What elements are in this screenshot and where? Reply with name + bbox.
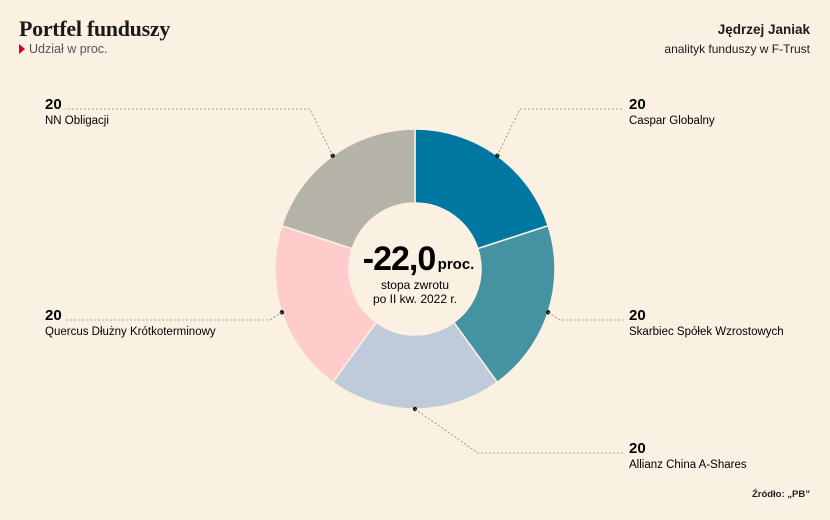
leader-line [65, 108, 334, 156]
leader-line [496, 108, 624, 156]
slice-name-label: Caspar Globalny [629, 115, 715, 127]
center-caption-line1: stopa zwrotu [381, 278, 449, 292]
leader-line [547, 311, 624, 321]
source-note: Źródło: „PB” [751, 489, 810, 500]
slice-value-label: 20 [45, 307, 62, 324]
slice-value-label: 20 [45, 96, 62, 113]
slice-name-label: Quercus Dłużny Krótkoterminowy [45, 326, 216, 338]
leader-line [414, 408, 624, 454]
slice-value-label: 20 [629, 96, 646, 113]
slice-value-label: 20 [629, 307, 646, 324]
slice-value-label: 20 [629, 440, 646, 457]
author-role: analityk funduszy w F-Trust [664, 42, 810, 56]
center-label: -22,0 proc. stopa zwrotu po II kw. 2022 … [363, 240, 475, 306]
leader-dot [495, 153, 500, 158]
chart-title: Portfel funduszy [19, 16, 171, 41]
author-block: Jędrzej Janiak analityk funduszy w F-Tru… [664, 22, 810, 56]
leader-lines [65, 108, 624, 454]
subtitle-text: Udział w proc. [29, 42, 108, 56]
center-caption-line2: po II kw. 2022 r. [373, 292, 457, 306]
slice-name-label: NN Obligacji [45, 115, 109, 127]
triangle-marker-icon [19, 44, 25, 54]
donut-hole [349, 203, 481, 335]
slice-name-label: Allianz China A-Shares [629, 459, 747, 471]
center-value: -22,0 [363, 240, 436, 278]
slice-labels: 20 Caspar Globalny 20 Skarbiec Spółek Wzros… [45, 96, 784, 471]
leader-line [65, 311, 283, 321]
author-name: Jędrzej Janiak [717, 22, 810, 37]
donut-slices [274, 128, 556, 410]
chart-subtitle: Udział w proc. [19, 42, 108, 56]
center-unit: proc. [438, 256, 475, 273]
slice-name-label: Skarbiec Spółek Wzrostowych [629, 326, 784, 338]
